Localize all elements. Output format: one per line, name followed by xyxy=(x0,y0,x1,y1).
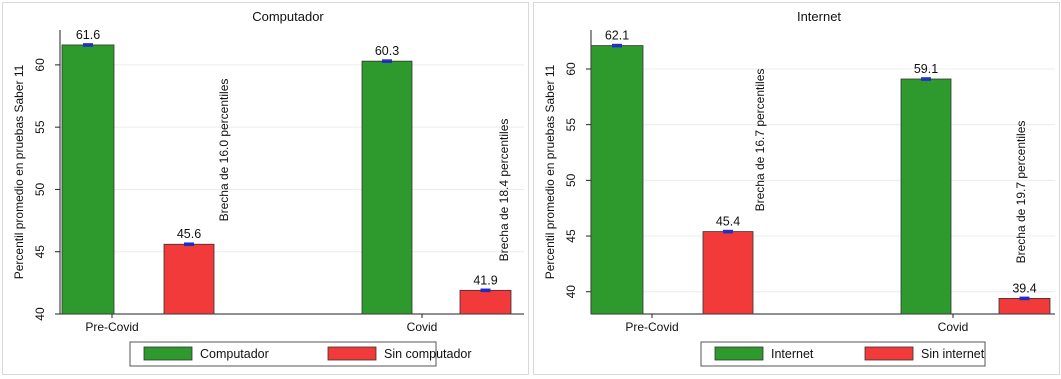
legend-label: Sin computador xyxy=(384,347,472,361)
chart-title: Internet xyxy=(797,9,841,24)
x-category-label: Covid xyxy=(407,320,438,334)
y-tick-label: 55 xyxy=(564,118,578,132)
plot-area xyxy=(60,30,524,314)
bar-red xyxy=(702,231,754,315)
bar-green xyxy=(61,44,115,315)
chart-title: Computador xyxy=(252,9,324,24)
bar-green xyxy=(590,45,644,315)
y-tick-label: 50 xyxy=(564,173,578,187)
y-tick-label: 60 xyxy=(564,62,578,76)
chart-panel-computador: Computador 40 45 50 55 60 Percentil promedio e… xyxy=(2,2,529,375)
chart-panel-internet: Internet 40 45 50 55 60 Percentil promedio en … xyxy=(533,2,1060,375)
y-tick-label: 40 xyxy=(564,285,578,299)
y-tick-label: 45 xyxy=(564,229,578,243)
bar-value-label: 39.4 xyxy=(1012,281,1036,295)
bar-red xyxy=(998,298,1051,315)
gap-annotation: Brecha de 19.7 percentiles xyxy=(1014,121,1028,264)
bar-value-label: 59.1 xyxy=(914,62,938,76)
bar-value-label: 45.4 xyxy=(716,215,740,229)
bar-value-label: 41.9 xyxy=(473,273,497,287)
legend-label: Internet xyxy=(771,347,814,361)
x-category-label: Covid xyxy=(938,320,969,334)
legend-swatch-green xyxy=(143,346,193,361)
x-category-label: Pre-Covid xyxy=(625,320,678,334)
legend-swatch-red xyxy=(864,346,914,361)
bar-red xyxy=(163,243,215,315)
gap-annotation: Brecha de 16.7 percentiles xyxy=(753,69,767,212)
legend-label: Computador xyxy=(200,347,269,361)
legend-label: Sin internet xyxy=(921,347,985,361)
y-tick-label: 50 xyxy=(33,182,47,196)
y-tick-label: 55 xyxy=(33,120,47,134)
legend-swatch-green xyxy=(714,346,764,361)
legend-swatch-red xyxy=(327,346,377,361)
gap-annotation: Brecha de 16.0 percentiles xyxy=(217,79,231,222)
bar-value-label: 45.6 xyxy=(177,227,201,241)
y-axis-label: Percentil promedio en pruebas Saber 11 xyxy=(543,64,557,279)
gap-annotation: Brecha de 18.4 percentiles xyxy=(497,119,511,262)
y-tick-label: 60 xyxy=(33,58,47,72)
bar-red xyxy=(459,289,512,315)
plot-area xyxy=(591,30,1055,314)
bar-green xyxy=(900,78,952,315)
bar-green xyxy=(361,60,413,315)
x-category-label: Pre-Covid xyxy=(85,320,138,334)
y-tick-label: 40 xyxy=(33,307,47,321)
y-tick-label: 45 xyxy=(33,245,47,259)
y-axis-label: Percentil promedio en pruebas Saber 11 xyxy=(12,64,26,279)
bar-value-label: 62.1 xyxy=(605,29,629,43)
bar-value-label: 61.6 xyxy=(76,28,100,42)
bar-value-label: 60.3 xyxy=(375,44,399,58)
